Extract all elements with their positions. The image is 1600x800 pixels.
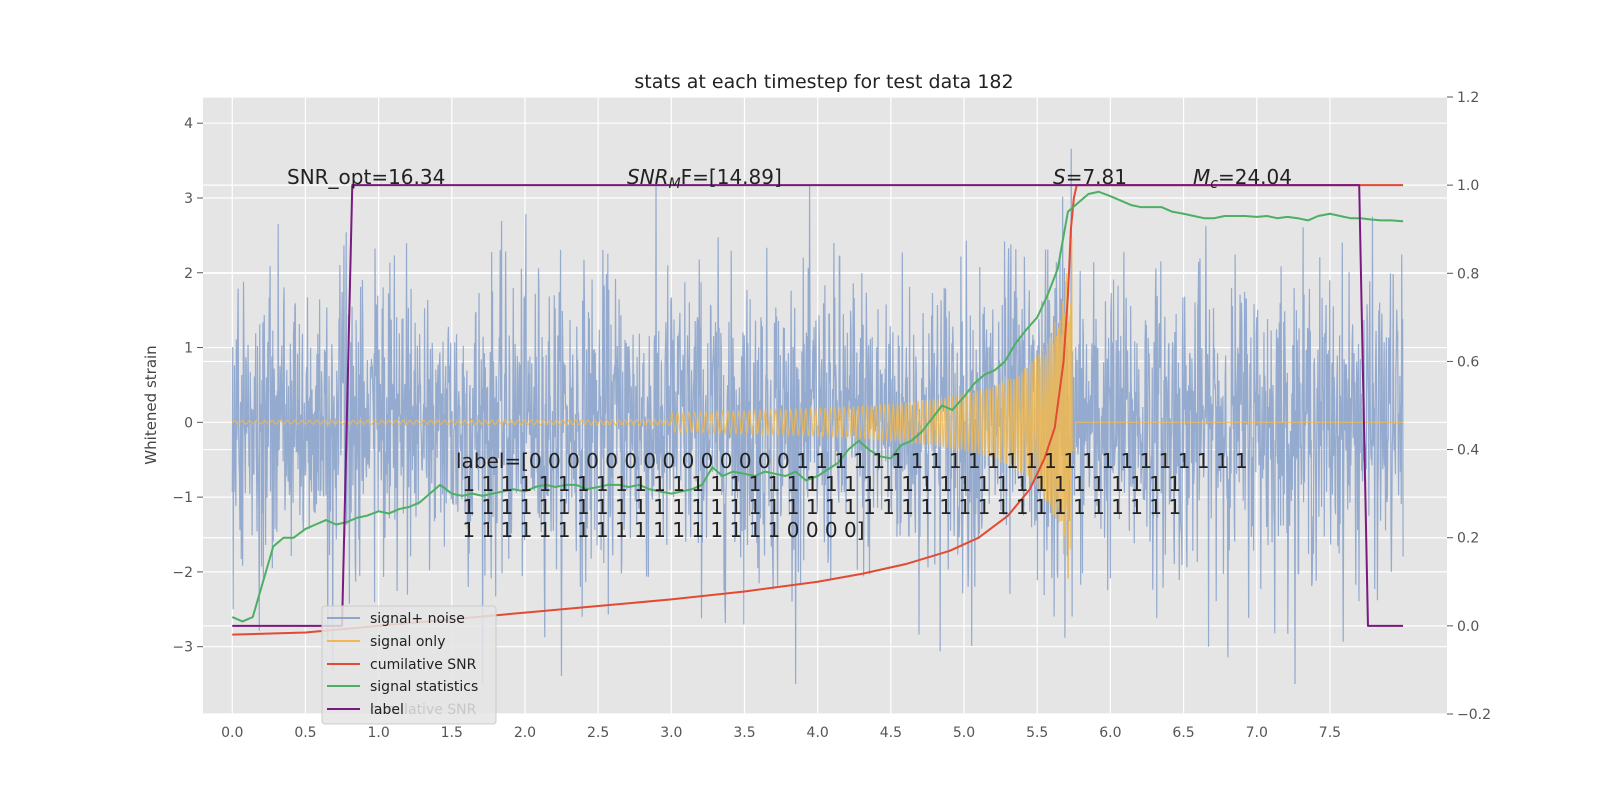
legend-entry-cumulative-snr: cumilative SNR [327,657,477,673]
y2-tick-label: 0.0 [1457,619,1479,635]
x-tick-label: 1.5 [441,725,463,741]
annotation-mc: Mc=24.04 [1193,165,1292,192]
legend-label-label: label [370,702,404,718]
y2-tick-label: 0.2 [1457,531,1479,547]
legend-label-cumulative-snr: cumilative SNR [370,657,477,673]
y2-tick-label: 1.2 [1457,90,1479,106]
y-tick-label: −3 [172,640,193,656]
y-tick-label: 4 [184,116,193,132]
y-axis-ticks: 4 3 2 1 0 −1 −2 −3 [172,116,203,656]
x-tick-label: 2.0 [514,725,536,741]
annotation-snr-opt: SNR_opt=16.34 [287,165,445,189]
label-array-line-1: label=[0 0 0 0 0 0 0 0 0 0 0 0 0 0 1 1 1… [456,449,1248,473]
chart-title: stats at each timestep for test data 182 [634,71,1013,93]
annotation-snr-mf: SNRMF=[14.89] [627,165,782,192]
legend: cumilative SNR signal+ noise signal only… [321,605,497,725]
legend-box [321,605,497,725]
x-axis-ticks: 0.0 0.5 1.0 1.5 2.0 2.5 3.0 3.5 4.0 4.5 5.0 5.5 6.0 6… [221,725,1341,741]
y-tick-label: 1 [184,341,193,357]
legend-label-signal-only: signal only [370,634,445,650]
line-signal-only [231,238,1404,579]
series-signal-statistics [231,190,1404,623]
annotation-mc-value: =24.04 [1218,165,1292,189]
x-tick-label: 6.0 [1099,725,1121,741]
x-tick-label: 5.0 [953,725,975,741]
x-tick-label: 0.0 [221,725,243,741]
annotation-snr-mf-symbol: SNR [627,165,669,189]
annotation-mc-subscript: c [1210,176,1218,192]
x-tick-label: 3.5 [733,725,755,741]
series-signal-only [231,238,1404,579]
label-array-line-3: 1 1 1 1 1 1 1 1 1 1 1 1 1 1 1 1 1 1 1 1 … [456,495,1181,519]
y-tick-label: 3 [184,191,193,207]
x-tick-label: 1.0 [367,725,389,741]
x-tick-label: 3.0 [660,725,682,741]
x-tick-label: 2.5 [587,725,609,741]
x-tick-label: 4.5 [880,725,902,741]
x-tick-label: 5.5 [1026,725,1048,741]
label-array-line-4: 1 1 1 1 1 1 1 1 1 1 1 1 1 1 1 1 1 0 0 0 … [456,518,865,542]
label-array-line-2: 1 1 1 1 1 1 1 1 1 1 1 1 1 1 1 1 1 1 1 1 … [456,472,1181,496]
line-signal-noise [231,148,1404,685]
x-tick-label: 6.5 [1172,725,1194,741]
legend-entry-signal-noise: signal+ noise [327,611,465,627]
y-tick-label: 0 [184,415,193,431]
y2-tick-label: −0.2 [1457,707,1491,723]
x-tick-label: 7.0 [1246,725,1268,741]
y2-tick-label: 0.6 [1457,354,1479,370]
x-tick-label: 4.0 [807,725,829,741]
label-array-text: label=[0 0 0 0 0 0 0 0 0 0 0 0 0 0 1 1 1… [456,449,1280,542]
annotation-mc-symbol: M [1193,165,1210,189]
series-signal-noise [231,148,1404,685]
x-tick-label: 7.5 [1319,725,1341,741]
legend-entry-signal-statistics: signal statistics [327,679,478,695]
legend-label-signal-statistics: signal statistics [370,679,478,695]
y-tick-label: 2 [184,266,193,282]
legend-entry-label: label [327,702,404,718]
legend-ghost-text: cumilative SNR [370,702,477,718]
y-axis-label: Whitened strain [142,345,160,464]
y2-tick-label: 0.8 [1457,266,1479,282]
annotation-snr-mf-subscript: M [669,176,681,192]
y-tick-label: −2 [172,565,193,581]
y2-axis-ticks: 1.2 1.0 0.8 0.6 0.4 0.2 0.0 −0.2 [1447,90,1491,723]
annotation-s-value: =7.81 [1066,165,1127,189]
x-tick-label: 0.5 [294,725,316,741]
y-tick-label: −1 [172,490,193,506]
legend-label-signal-noise: signal+ noise [370,611,465,627]
legend-entry-signal-only: signal only [327,634,445,650]
line-signal-statistics [231,190,1404,623]
y2-tick-label: 1.0 [1457,178,1479,194]
annotation-s: S=7.81 [1053,165,1127,189]
y2-tick-label: 0.4 [1457,443,1479,459]
annotation-snr-mf-value: F=[14.89] [681,165,782,189]
annotation-s-symbol: S [1053,165,1066,189]
